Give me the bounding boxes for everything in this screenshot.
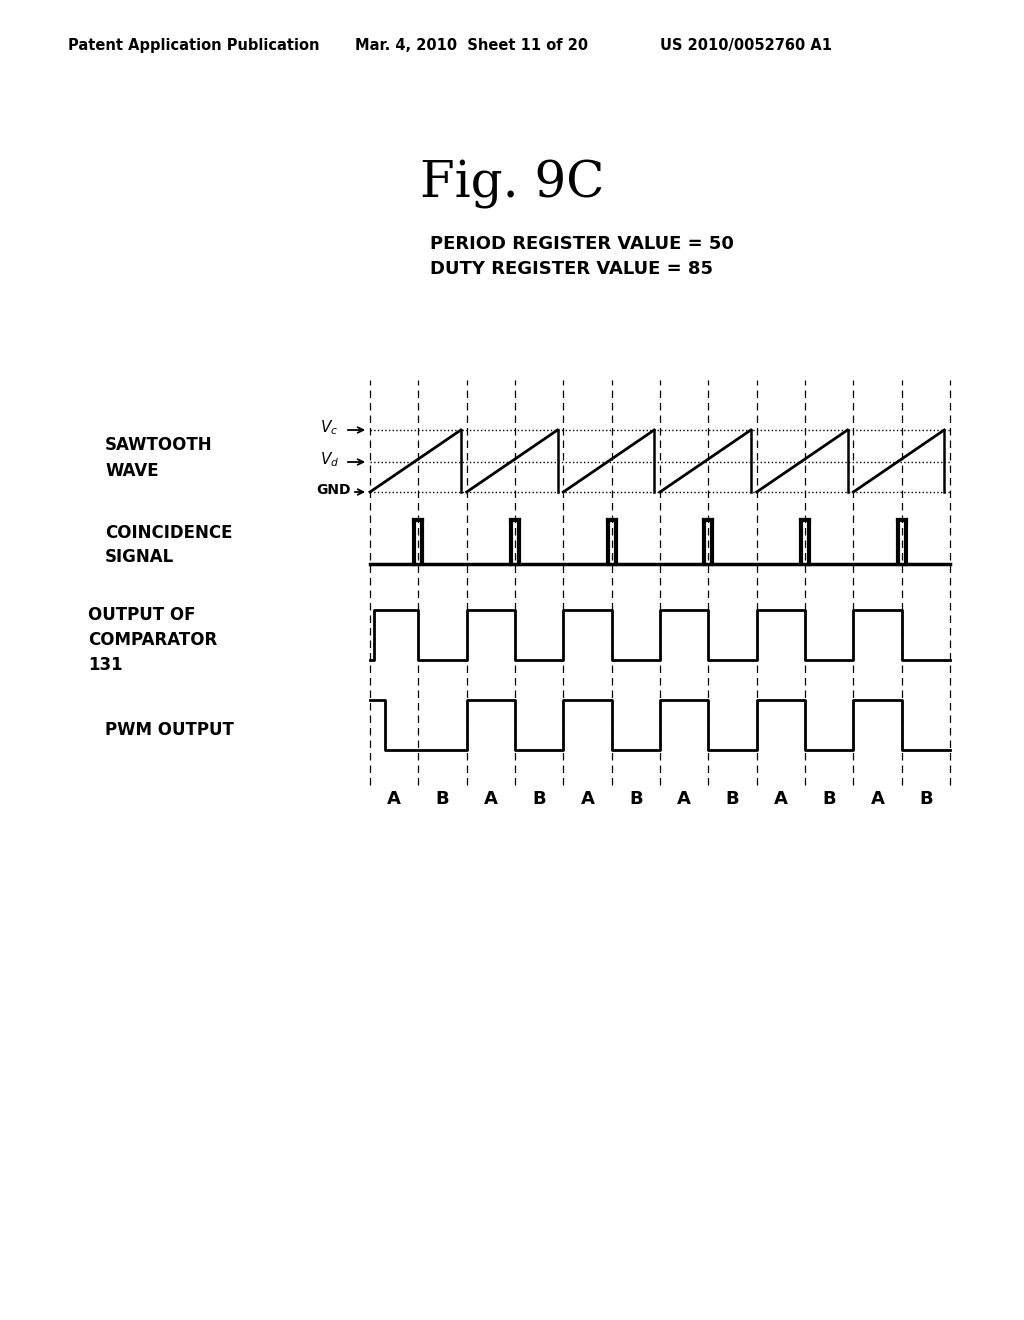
Text: Fig. 9C: Fig. 9C: [420, 160, 604, 210]
Text: COINCIDENCE
SIGNAL: COINCIDENCE SIGNAL: [105, 524, 232, 566]
Text: $V_d$: $V_d$: [319, 450, 339, 470]
Text: B: B: [822, 789, 836, 808]
Text: US 2010/0052760 A1: US 2010/0052760 A1: [660, 38, 831, 53]
Text: A: A: [581, 789, 595, 808]
Text: OUTPUT OF
COMPARATOR
131: OUTPUT OF COMPARATOR 131: [88, 606, 217, 675]
Text: DUTY REGISTER VALUE = 85: DUTY REGISTER VALUE = 85: [430, 260, 713, 279]
Text: Patent Application Publication: Patent Application Publication: [68, 38, 319, 53]
Text: A: A: [870, 789, 885, 808]
Text: A: A: [484, 789, 498, 808]
Text: A: A: [677, 789, 691, 808]
Text: PWM OUTPUT: PWM OUTPUT: [105, 721, 233, 739]
Text: Mar. 4, 2010  Sheet 11 of 20: Mar. 4, 2010 Sheet 11 of 20: [355, 38, 588, 53]
Text: B: B: [532, 789, 546, 808]
Text: SAWTOOTH
WAVE: SAWTOOTH WAVE: [105, 437, 213, 479]
Text: GND: GND: [316, 483, 350, 498]
Text: B: B: [919, 789, 933, 808]
Text: A: A: [387, 789, 401, 808]
Text: B: B: [435, 789, 450, 808]
Text: B: B: [726, 789, 739, 808]
Text: PERIOD REGISTER VALUE = 50: PERIOD REGISTER VALUE = 50: [430, 235, 734, 253]
Text: B: B: [629, 789, 643, 808]
Text: $V_c$: $V_c$: [319, 418, 338, 437]
Text: A: A: [774, 789, 787, 808]
